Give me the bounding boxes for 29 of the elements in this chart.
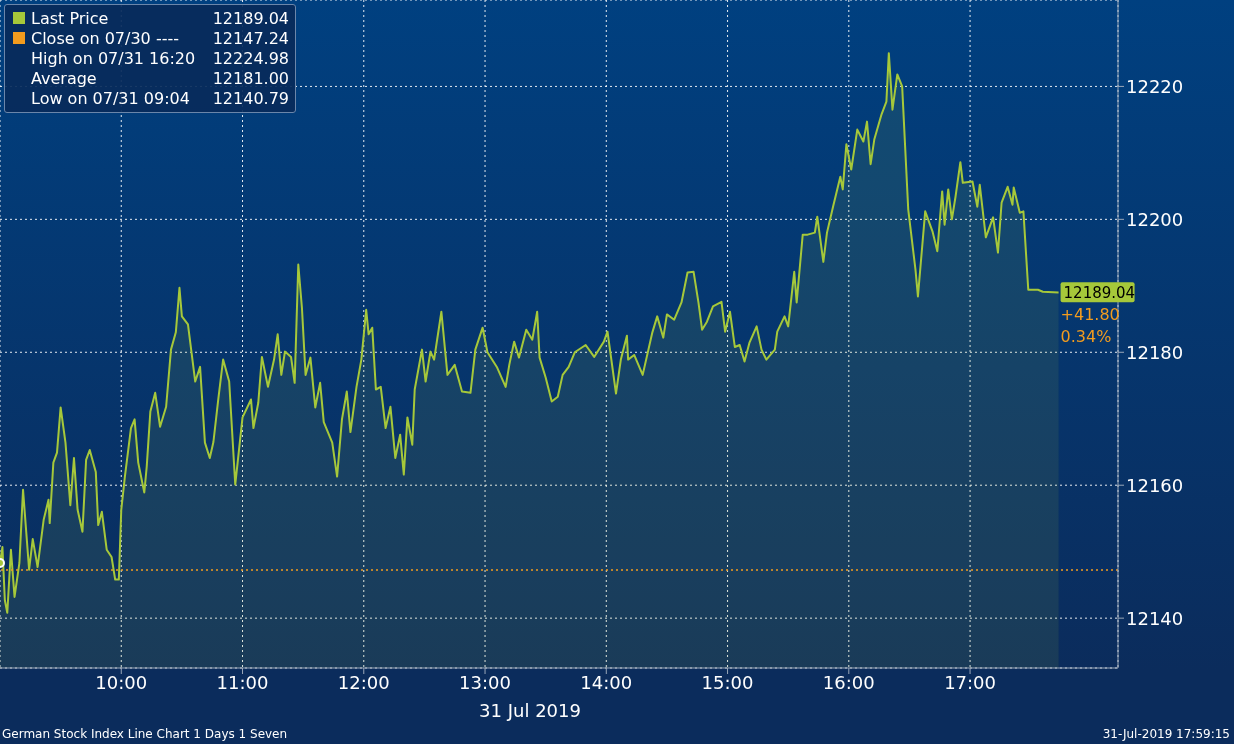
annotation: 12224.98 xyxy=(211,48,289,68)
annotation: 0.34% xyxy=(1060,327,1112,347)
x-tick-label: 15:00 xyxy=(701,671,754,693)
x-tick-label: 17:00 xyxy=(944,671,996,693)
annotation: +41.80 xyxy=(1060,305,1120,325)
x-tick-label: 12:00 xyxy=(337,671,390,693)
annotation: 12140.79 xyxy=(211,88,289,108)
y-tick-label: 12180 xyxy=(1126,341,1184,363)
annotation: 12147.24 xyxy=(211,28,289,48)
text: 31-Jul-2019 17:59:15 xyxy=(1102,727,1230,741)
x-tick-label: 11:00 xyxy=(216,671,269,693)
annotation: 12181.00 xyxy=(211,68,289,88)
x-tick-label: 14:00 xyxy=(580,671,633,693)
annotation: 12189.04 xyxy=(211,8,289,28)
annotation: Average xyxy=(31,68,98,88)
x-tick-label: 10:00 xyxy=(95,671,148,693)
legend-label: Last Price xyxy=(31,8,110,28)
y-tick-label: 12160 xyxy=(1126,474,1184,496)
legend-label: Close on 07/30 ---- xyxy=(31,28,180,48)
text: German Stock Index Line Chart 1 Days 1 Seven xyxy=(2,727,288,741)
annotation: High on 07/31 16:20 xyxy=(31,48,197,68)
x-tick-label: 16:00 xyxy=(822,671,875,693)
annotation: 12189.04 xyxy=(1063,284,1136,303)
y-tick-label: 12220 xyxy=(1126,75,1184,97)
y-tick-label: 12140 xyxy=(1126,607,1184,629)
x-axis-title: 31 Jul 2019 xyxy=(478,700,582,721)
x-tick-label: 13:00 xyxy=(459,671,511,693)
y-tick-label: 12200 xyxy=(1126,208,1184,230)
annotation: Low on 07/31 09:04 xyxy=(31,88,191,108)
